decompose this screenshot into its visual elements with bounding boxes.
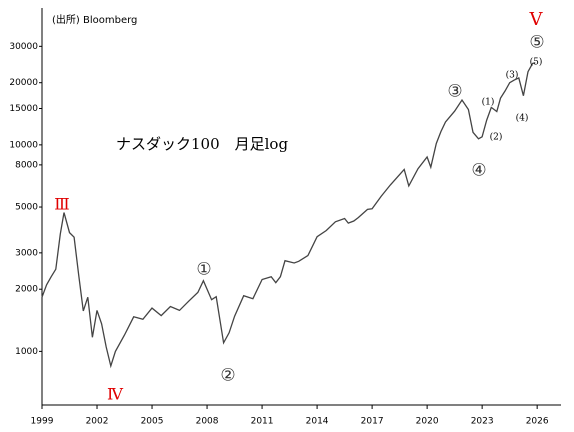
x-tick-label: 2005: [141, 417, 164, 427]
x-tick-label: 2017: [361, 417, 384, 427]
y-tick-label: 20000: [9, 78, 38, 88]
annotation: Ⅲ: [54, 195, 69, 214]
price-line: [41, 62, 536, 369]
annotation: ⑤: [529, 33, 544, 53]
y-tick-label: 10000: [9, 140, 38, 150]
annotation: (4): [516, 113, 529, 124]
x-tick-label: 2014: [306, 417, 329, 427]
annotation: (1): [482, 97, 495, 108]
x-tick-label: 1999: [31, 417, 54, 427]
annotation: ①: [196, 260, 211, 280]
x-tick-label: 2023: [471, 417, 494, 427]
y-tick-label: 1000: [15, 347, 38, 357]
x-tick-label: 2026: [526, 417, 549, 427]
annotation: ④: [471, 161, 486, 181]
y-tick-label: 2000: [15, 285, 38, 295]
y-tick-label: 15000: [9, 104, 38, 114]
annotation: ②: [220, 366, 235, 386]
y-tick-label: 8000: [15, 160, 38, 170]
y-tick-label: 5000: [15, 203, 38, 213]
annotation: (3): [506, 70, 519, 81]
annotation: Ⅳ: [107, 385, 124, 404]
y-tick-label: 3000: [15, 248, 38, 258]
source: (出所) Bloomberg: [52, 13, 137, 26]
y-tick-label: 30000: [9, 42, 38, 52]
annotation: Ⅴ: [529, 9, 544, 30]
chart-title: ナスダック100 月足log: [116, 135, 288, 153]
annotation: ③: [447, 82, 462, 102]
x-tick-label: 2020: [416, 417, 439, 427]
x-tick-label: 2011: [251, 417, 274, 427]
annotation: (2): [490, 132, 503, 143]
x-tick-label: 2008: [196, 417, 219, 427]
annotation: (5): [530, 57, 543, 68]
x-tick-label: 2002: [86, 417, 109, 427]
